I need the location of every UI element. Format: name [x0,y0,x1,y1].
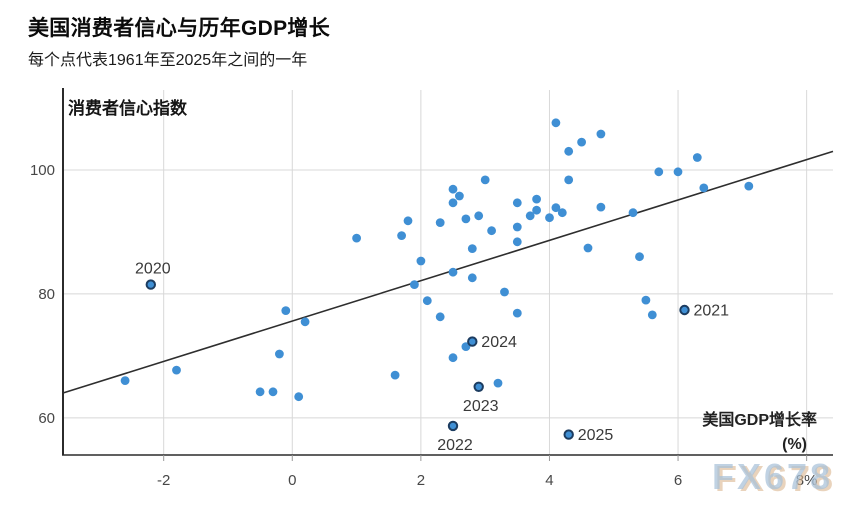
scatter-point [596,202,606,212]
scatter-point [564,175,574,185]
scatter-point [545,213,554,223]
scatter-point [532,205,541,215]
scatter-point [410,280,419,289]
scatter-point [448,353,458,363]
x-tick-label: 8% [796,472,818,489]
trendline [62,150,834,394]
year-label-2021: 2021 [693,302,729,319]
chart-subtitle: 每个点代表1961年至2025年之间的一年 [28,52,308,69]
scatter-point [512,237,522,247]
scatter-point [172,365,181,375]
scatter-point [275,349,284,359]
scatter-point [557,208,567,218]
x-tick-label: 6 [674,472,682,489]
scatter-point [422,296,432,306]
year-label-2020: 2020 [135,261,171,278]
scatter-point [474,211,484,221]
scatter-point [352,233,361,243]
scatter-point [635,252,644,262]
x-axis-title: 美国GDP增长率 (%) [702,409,817,457]
scatter-point [480,175,490,185]
scatter-point [255,387,265,397]
year-label-2025: 2025 [578,427,614,444]
scatter-point-2024 [467,336,478,347]
scatter-point [448,198,458,208]
scatter-point [403,216,413,226]
x-tick-label: 2 [417,472,425,489]
scatter-point [744,181,754,191]
scatter-point [692,153,702,162]
scatter-point [467,273,477,283]
scatter-point [448,267,458,277]
scatter-point-2025 [563,429,574,440]
scatter-point [120,376,130,385]
scatter-point [435,218,445,228]
x-tick-label: 4 [545,472,553,489]
scatter-point [532,194,541,204]
scatter-point [647,310,657,320]
scatter-point [390,370,400,380]
scatter-point [487,226,496,236]
y-tick-label: 60 [38,410,55,427]
scatter-point [699,183,709,193]
scatter-point-2023 [473,381,484,392]
scatter-point [448,184,458,194]
x-axis-unit: (%) [782,436,807,453]
scatter-point [493,378,503,388]
scatter-point [281,306,291,315]
scatter-point [500,287,509,297]
y-axis-title: 消费者信心指数 [68,99,187,118]
scatter-point [641,295,651,305]
scatter-point [596,129,606,139]
scatter-point-2022 [447,420,459,432]
scatter-point [564,146,574,156]
scatter-point [551,203,561,213]
chart-title: 美国消费者信心与历年GDP增长 [28,17,331,40]
scatter-point [628,208,638,218]
scatter-point [268,387,278,397]
x-axis-title-text: 美国GDP增长率 [702,412,817,429]
scatter-point-2021 [679,304,690,316]
scatter-point [577,137,586,147]
scatter-point [467,244,477,254]
scatter-point [525,211,535,221]
scatter-point-2020 [145,279,157,290]
scatter-point [416,256,426,266]
year-label-2022: 2022 [437,437,473,454]
scatter-point [551,118,561,128]
scatter-point [397,231,406,241]
scatter-point [294,392,304,402]
y-tick-label: 100 [30,162,55,179]
scatter-point [455,191,464,201]
y-tick-label: 80 [38,286,55,303]
scatter-point [461,214,471,224]
x-tick-label: 0 [288,472,296,489]
scatter-point [512,222,522,232]
scatter-point [654,167,664,177]
scatter-point [300,317,310,327]
year-label-2024: 2024 [481,334,517,351]
scatter-point [512,308,522,318]
scatter-point [673,167,683,177]
scatter-point [583,243,593,253]
x-tick-label: -2 [157,472,170,489]
scatter-point [512,198,522,208]
scatter-point [435,312,445,322]
year-label-2023: 2023 [463,398,499,415]
